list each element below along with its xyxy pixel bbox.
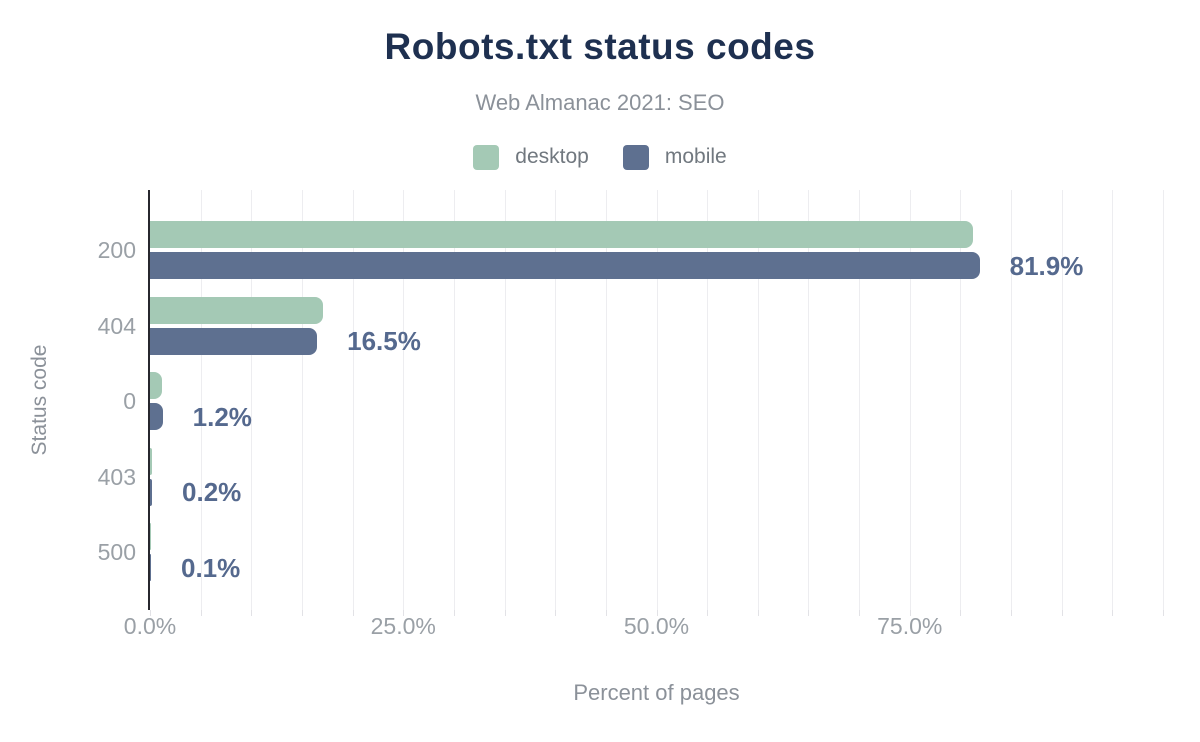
chart-subtitle: Web Almanac 2021: SEO bbox=[475, 90, 725, 115]
axis-tickmark bbox=[859, 610, 861, 616]
gridline bbox=[1112, 190, 1114, 610]
gridline bbox=[1163, 190, 1164, 610]
category-label: 200 bbox=[97, 237, 136, 263]
axis-tickmark bbox=[352, 610, 354, 616]
axis-tickmark bbox=[200, 610, 202, 616]
legend-item-desktop: desktop bbox=[473, 144, 589, 170]
legend-item-mobile: mobile bbox=[622, 144, 727, 170]
gridline bbox=[1011, 190, 1013, 610]
bar-desktop-404[interactable] bbox=[150, 296, 324, 324]
plot-area bbox=[148, 190, 1164, 616]
gridline bbox=[504, 190, 506, 610]
gridline bbox=[605, 190, 607, 610]
gridline bbox=[352, 190, 354, 610]
axis-tickmark bbox=[960, 610, 962, 616]
bar-desktop-200[interactable] bbox=[150, 221, 973, 248]
value-label: 1.2% bbox=[192, 401, 252, 432]
bar-mobile-500[interactable] bbox=[150, 554, 151, 581]
value-label: 81.9% bbox=[1009, 250, 1084, 281]
axis-tickmark bbox=[403, 610, 405, 616]
legend-label: desktop bbox=[515, 145, 589, 168]
gridline bbox=[1061, 190, 1063, 610]
legend-swatch-desktop bbox=[473, 144, 500, 170]
gridline bbox=[453, 190, 455, 610]
gridline bbox=[808, 190, 810, 610]
value-label: 0.1% bbox=[181, 552, 241, 583]
category-label: 0 bbox=[123, 388, 136, 414]
bar-desktop-500[interactable] bbox=[150, 523, 151, 550]
bar-desktop-403[interactable] bbox=[150, 447, 152, 475]
category-label: 404 bbox=[97, 312, 136, 339]
gridline bbox=[200, 190, 202, 610]
gridline bbox=[757, 190, 759, 610]
axis-tickmark bbox=[605, 610, 607, 616]
bar-desktop-0[interactable] bbox=[150, 372, 163, 399]
axis-tickmark bbox=[707, 610, 709, 616]
axis-tickmark bbox=[757, 610, 759, 616]
x-tick-label: 0.0% bbox=[123, 613, 177, 639]
axis-tickmark bbox=[1061, 610, 1063, 616]
axis-tickmark bbox=[251, 610, 253, 616]
x-tick-label: 25.0% bbox=[370, 613, 436, 639]
x-tick-label: 75.0% bbox=[877, 613, 943, 639]
axis-tickmark bbox=[656, 610, 658, 616]
value-label: 0.2% bbox=[182, 477, 242, 507]
gridline bbox=[909, 190, 911, 610]
y-axis-line bbox=[148, 190, 150, 610]
legend-label: mobile bbox=[664, 145, 727, 168]
x-tick-label: 50.0% bbox=[623, 613, 690, 639]
bar-mobile-403[interactable] bbox=[150, 478, 153, 506]
chart-title: Robots.txt status codes bbox=[384, 26, 816, 67]
axis-tickmark bbox=[504, 610, 506, 616]
x-axis-title: Percent of pages bbox=[573, 680, 740, 705]
gridline bbox=[960, 190, 962, 610]
axis-tickmark bbox=[1163, 610, 1164, 616]
gridline bbox=[301, 190, 303, 610]
legend-swatch-mobile bbox=[622, 144, 649, 170]
axis-tickmark bbox=[150, 610, 151, 616]
axis-tickmark bbox=[808, 610, 810, 616]
axis-tickmark bbox=[1112, 610, 1114, 616]
category-label: 403 bbox=[97, 463, 136, 490]
axis-tickmark bbox=[1011, 610, 1013, 616]
category-label: 500 bbox=[97, 539, 136, 565]
axis-tickmark bbox=[301, 610, 303, 616]
axis-tickmark bbox=[453, 610, 455, 616]
bar-mobile-404[interactable] bbox=[150, 327, 318, 355]
axis-tickmark bbox=[909, 610, 911, 616]
gridline bbox=[555, 190, 557, 610]
gridline bbox=[707, 190, 709, 610]
legend: desktop mobile bbox=[0, 142, 1200, 172]
bar-mobile-200[interactable] bbox=[150, 252, 980, 279]
axis-tickmark bbox=[555, 610, 557, 616]
gridline bbox=[656, 190, 658, 610]
value-label: 16.5% bbox=[347, 326, 421, 356]
gridline bbox=[251, 190, 253, 610]
bar-mobile-0[interactable] bbox=[150, 403, 163, 430]
gridline bbox=[859, 190, 861, 610]
gridline bbox=[403, 190, 405, 610]
